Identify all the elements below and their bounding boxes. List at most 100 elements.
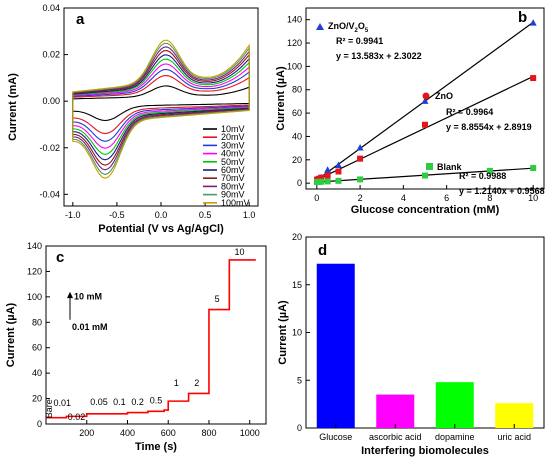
data-point bbox=[530, 164, 537, 171]
x-tick-label: 10 bbox=[528, 193, 538, 203]
legend-label: 100mV bbox=[221, 198, 250, 208]
panel-label: d bbox=[318, 242, 327, 259]
x-tick-label: 0.0 bbox=[155, 210, 168, 220]
plot-frame bbox=[305, 7, 545, 190]
y-tick-label: 120 bbox=[27, 266, 42, 276]
data-point bbox=[529, 19, 537, 26]
legend-label: 90mV bbox=[221, 190, 245, 200]
eq-blank: y = 1.2140x + 0.9568 bbox=[459, 186, 545, 196]
r2-znov2o5: R² = 0.9941 bbox=[336, 36, 383, 46]
step-label: 0.5 bbox=[150, 396, 163, 406]
step-label: 2 bbox=[194, 378, 199, 388]
x-tick-label: 0.5 bbox=[199, 210, 212, 220]
legend-label: 40mV bbox=[221, 149, 245, 159]
legend-marker-zno bbox=[422, 92, 430, 100]
x-tick-label: 200 bbox=[79, 428, 94, 438]
y-axis-label: Current (µA) bbox=[277, 300, 289, 365]
y-tick-label: 40 bbox=[32, 368, 42, 378]
x-tick-label: Glucose bbox=[319, 432, 352, 442]
y-tick-label: 15 bbox=[292, 280, 302, 290]
x-tick-label: -0.5 bbox=[109, 210, 125, 220]
scale-bar-top-label: 10 mM bbox=[74, 291, 102, 301]
bar-glucose bbox=[316, 263, 355, 428]
y-tick-label: 80 bbox=[292, 85, 302, 95]
panel-label: c bbox=[56, 249, 64, 266]
legend-label: 80mV bbox=[221, 181, 245, 191]
x-tick-label: 2 bbox=[358, 193, 363, 203]
y-axis-label: Current (µA) bbox=[5, 302, 17, 367]
legend-marker-znov2o5 bbox=[316, 23, 324, 30]
y-tick-label: 0.00 bbox=[42, 96, 60, 106]
eq-zno: y = 8.8554x + 2.8919 bbox=[446, 122, 532, 132]
y-tick-label: 140 bbox=[287, 15, 302, 25]
y-tick-label: 20 bbox=[32, 394, 42, 404]
panel-label: a bbox=[76, 11, 85, 28]
x-tick-label: 0 bbox=[314, 193, 319, 203]
series-name-blank: Blank bbox=[437, 162, 463, 172]
legend-label: 20mV bbox=[221, 132, 245, 142]
data-point bbox=[421, 97, 429, 104]
x-tick-label: 800 bbox=[201, 428, 216, 438]
step-label: 0.2 bbox=[131, 397, 144, 407]
x-tick-label: 1.0 bbox=[243, 210, 256, 220]
x-axis-label: Potential (V vs Ag/AgCl) bbox=[98, 223, 224, 235]
y-axis-label: Current (mA) bbox=[7, 73, 19, 141]
y-tick-label: 0.04 bbox=[42, 3, 60, 13]
x-tick-label: dopamine bbox=[435, 432, 475, 442]
y-tick-label: -0.04 bbox=[39, 189, 60, 199]
data-point bbox=[357, 155, 364, 162]
panel-d: 0 5 10 15 20 Current (µA) Interfering biomolec… bbox=[277, 232, 545, 457]
eq-znov2o5: y = 13.583x + 2.3022 bbox=[336, 51, 422, 61]
y-tick-label: 0 bbox=[37, 419, 42, 429]
panel-label: b bbox=[518, 9, 527, 26]
step-label: 0.02 bbox=[68, 412, 86, 422]
data-point bbox=[324, 172, 331, 179]
y-tick-label: 100 bbox=[287, 61, 302, 71]
step-label: 0.05 bbox=[90, 397, 108, 407]
y-axis-label: Current (µA) bbox=[275, 66, 287, 131]
data-point bbox=[486, 167, 493, 174]
y-tick-label: 0 bbox=[297, 423, 302, 433]
data-point bbox=[324, 166, 332, 173]
x-axis-label: Interfering biomolecules bbox=[361, 445, 489, 457]
x-tick-label: 600 bbox=[161, 428, 176, 438]
step-label: 10 bbox=[235, 247, 245, 257]
y-tick-label: 20 bbox=[292, 155, 302, 165]
data-point bbox=[318, 174, 325, 181]
step-label: Bare bbox=[44, 399, 54, 418]
y-tick-label: 80 bbox=[32, 317, 42, 327]
legend-label: 50mV bbox=[221, 157, 245, 167]
plot-frame bbox=[45, 245, 267, 425]
y-tick-label: 60 bbox=[32, 343, 42, 353]
legend-label: 60mV bbox=[221, 165, 245, 175]
legend-marker-blank bbox=[426, 163, 433, 170]
data-point bbox=[357, 176, 364, 183]
x-tick-label: 400 bbox=[120, 428, 135, 438]
y-tick-label: 140 bbox=[27, 241, 42, 251]
y-tick-label: -0.02 bbox=[39, 143, 60, 153]
data-point bbox=[530, 75, 537, 82]
x-tick-label: 8 bbox=[487, 193, 492, 203]
data-point bbox=[335, 177, 342, 184]
bar-uric-acid bbox=[495, 403, 534, 428]
panel-c: 200 400 600 800 1000 0 20 40 60 80 100 120 140 Time (… bbox=[5, 241, 267, 453]
x-axis-label: Glucose concentration (mM) bbox=[351, 204, 500, 216]
panel-a: -1.0 -0.5 0.0 0.5 1.0 -0.04 -0.02 0.00 0.02 0.04 P… bbox=[7, 3, 259, 235]
step-label: 0.1 bbox=[113, 397, 126, 407]
bar-ascorbic-acid bbox=[376, 394, 415, 428]
step-label: 0.01 bbox=[54, 398, 72, 408]
amperometric-trace bbox=[46, 259, 256, 419]
x-tick-label: uric acid bbox=[497, 432, 531, 442]
cv-curve-100mV bbox=[72, 39, 250, 179]
legend-label: 30mV bbox=[221, 140, 245, 150]
y-tick-label: 5 bbox=[297, 375, 302, 385]
scale-bar-arrow bbox=[67, 291, 73, 299]
scale-bar-bottom-label: 0.01 mM bbox=[72, 322, 108, 332]
y-tick-label: 40 bbox=[292, 131, 302, 141]
step-label: 5 bbox=[215, 294, 220, 304]
legend-label: 70mV bbox=[221, 173, 245, 183]
data-point bbox=[334, 161, 342, 169]
x-axis-label: Time (s) bbox=[135, 441, 177, 453]
data-point bbox=[324, 178, 331, 185]
